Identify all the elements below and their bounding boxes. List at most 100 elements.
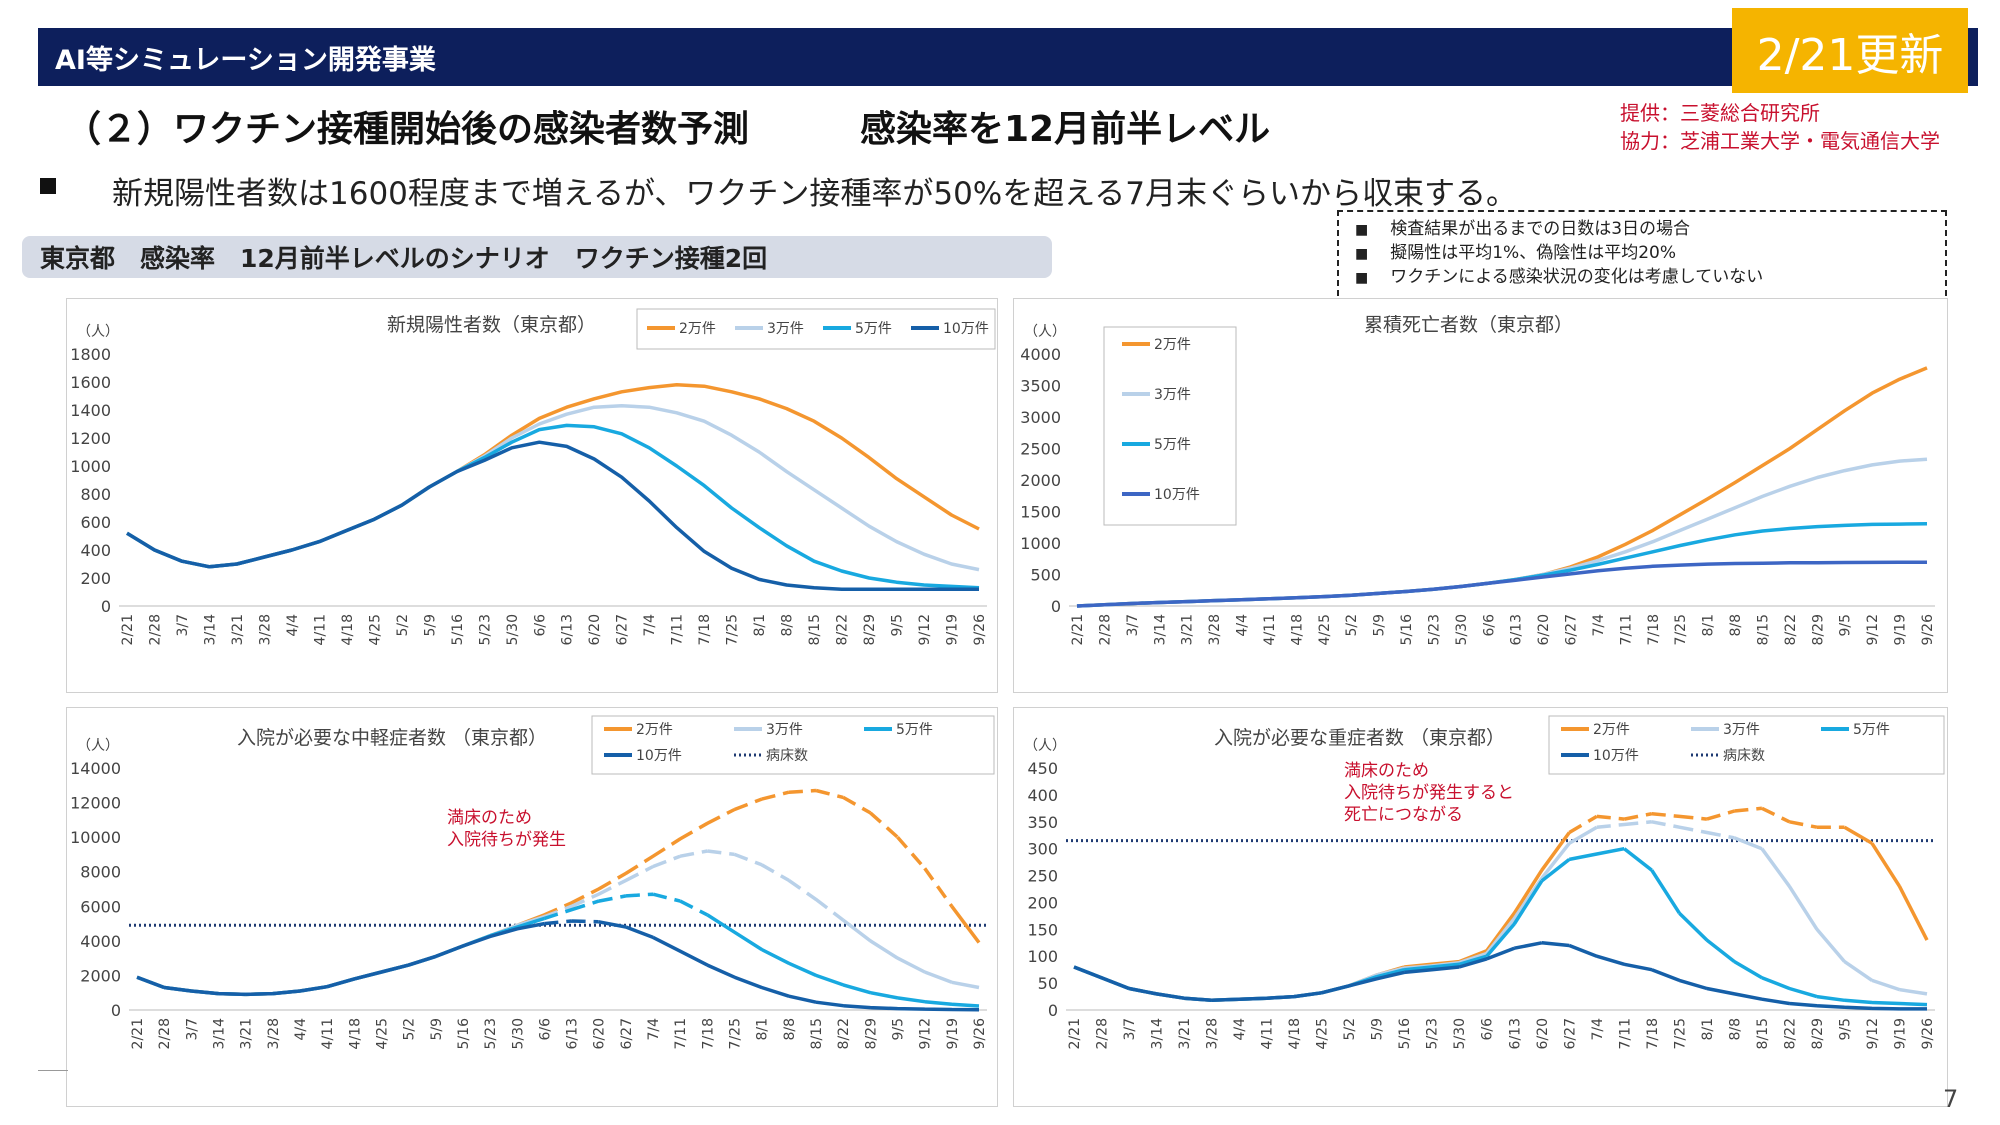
- x-tick-label: 4/18: [340, 614, 356, 645]
- y-tick-label: 1500: [1020, 503, 1061, 522]
- legend-box: [1548, 715, 1945, 775]
- series-line-1: [136, 905, 981, 997]
- x-tick-label: 9/19: [945, 614, 961, 645]
- x-tick-label: 4/18: [1289, 614, 1305, 645]
- x-tick-label: 5/16: [450, 614, 466, 646]
- y-axis-label: （人）: [1024, 324, 1066, 340]
- x-tick-label: 3/14: [1150, 1018, 1166, 1050]
- y-tick-label: 4000: [1020, 345, 1061, 364]
- x-tick-label: 4/11: [1262, 614, 1278, 645]
- chart-moderate-hospitalized: 入院が必要な中軽症者数 （東京都） （人） 0 2000 4000 6000 8000 100…: [66, 707, 998, 1107]
- x-tick-label: 9/26: [1920, 614, 1936, 646]
- severe_hospitalized-svg: 入院が必要な重症者数 （東京都） （人） 0 50 100 150 200 250 300 350…: [1024, 715, 1945, 1050]
- x-tick-label: 7/18: [697, 614, 713, 645]
- x-tick-label: 2/28: [147, 614, 163, 645]
- x-tick-label: 6/20: [592, 1018, 608, 1049]
- x-tick-label: 2/28: [157, 1018, 173, 1049]
- x-tick-label: 9/19: [945, 1018, 961, 1049]
- x-tick-label: 8/1: [755, 1018, 771, 1041]
- chart-cumulative-deaths: 累積死亡者数（東京都） （人） 0 500 1000 1500 2000 2500 3000 35…: [1013, 298, 1948, 693]
- y-tick-label: 0: [111, 1001, 121, 1020]
- x-tick-label: 6/27: [615, 614, 631, 645]
- x-tick-label: 3/7: [184, 1018, 200, 1041]
- x-tick-label: 6/6: [537, 1018, 553, 1041]
- y-tick-label: 50: [1038, 974, 1058, 993]
- series-line-1: [126, 383, 980, 569]
- x-tick-label: 5/30: [1454, 614, 1470, 645]
- legend-box: [591, 715, 995, 775]
- x-tick-label: 3/21: [230, 614, 246, 645]
- x-tick-label: 3/14: [1152, 614, 1168, 646]
- y-tick-label: 2000: [80, 966, 121, 985]
- x-tick-label: 3/7: [1125, 614, 1141, 637]
- x-tick-label: 7/4: [642, 614, 658, 637]
- x-tick-label: 6/27: [1564, 614, 1580, 645]
- x-tick-label: 9/5: [891, 1018, 907, 1041]
- x-tick-label: 4/25: [1317, 614, 1333, 645]
- series-line-2: [136, 915, 980, 997]
- x-tick-label: 8/29: [862, 614, 878, 645]
- x-tick-label: 4/25: [1315, 1018, 1331, 1049]
- x-tick-label: 5/9: [429, 1018, 445, 1041]
- x-tick-label: 4/11: [312, 614, 328, 645]
- y-axis-label: （人）: [77, 324, 119, 340]
- x-tick-label: 8/8: [782, 1018, 798, 1041]
- x-tick-label: 4/25: [374, 1018, 390, 1049]
- x-tick-label: 3/28: [1205, 1018, 1221, 1049]
- x-tick-label: 4/18: [347, 1018, 363, 1049]
- x-tick-label: 5/30: [505, 614, 521, 645]
- legend-label: 3万件: [1154, 387, 1191, 403]
- x-tick-label: 7/25: [1672, 1018, 1688, 1049]
- y-tick-label: 250: [1027, 867, 1058, 886]
- x-tick-label: 3/21: [1177, 1018, 1193, 1049]
- y-tick-label: 150: [1027, 920, 1058, 939]
- x-tick-label: 6/6: [1480, 1018, 1496, 1041]
- x-tick-label: 2/28: [1097, 614, 1113, 645]
- series-line-3: [1073, 846, 1928, 1007]
- y-tick-label: 350: [1027, 813, 1058, 832]
- x-tick-label: 6/13: [1509, 614, 1525, 645]
- scenario-label: 東京都 感染率 12月前半レベルのシナリオ ワクチン接種2回: [22, 236, 1052, 278]
- x-tick-label: 9/19: [1892, 1018, 1908, 1049]
- divider: [38, 1070, 68, 1071]
- x-tick-label: 8/15: [807, 614, 823, 645]
- x-tick-label: 6/27: [619, 1018, 635, 1049]
- annotation-text: 満床のため入院待ちが発生すると死亡につながる: [1344, 761, 1514, 825]
- x-tick-label: 8/15: [1755, 1018, 1771, 1049]
- note-item: 検査結果が出るまでの日数は3日の場合: [1355, 218, 1929, 242]
- x-tick-label: 6/6: [1481, 614, 1497, 637]
- chart-title: 入院が必要な重症者数 （東京都）: [1214, 727, 1505, 749]
- x-tick-label: 3/14: [202, 614, 218, 646]
- x-tick-label: 8/22: [1782, 1018, 1798, 1049]
- x-tick-label: 5/2: [395, 614, 411, 637]
- note-item: ワクチンによる感染状況の変化は考慮していない: [1355, 266, 1929, 290]
- x-tick-label: 9/12: [1865, 1018, 1881, 1049]
- x-tick-label: 8/1: [1700, 1018, 1716, 1041]
- chart-title: 入院が必要な中軽症者数 （東京都）: [237, 727, 547, 749]
- y-tick-label: 3500: [1020, 377, 1061, 396]
- x-tick-label: 9/26: [972, 614, 988, 646]
- x-tick-label: 6/13: [565, 1018, 581, 1049]
- x-tick-label: 4/11: [320, 1018, 336, 1049]
- legend-label: 3万件: [766, 722, 803, 738]
- x-tick-label: 3/28: [1207, 614, 1223, 645]
- legend-label: 5万件: [855, 321, 892, 337]
- x-tick-label: 7/4: [1591, 614, 1607, 637]
- x-tick-label: 7/11: [1618, 614, 1634, 645]
- y-tick-label: 0: [101, 597, 111, 616]
- x-tick-label: 7/18: [700, 1018, 716, 1049]
- x-tick-label: 5/16: [1397, 1018, 1413, 1050]
- legend-label: 5万件: [1154, 437, 1191, 453]
- x-tick-label: 9/5: [890, 614, 906, 637]
- x-tick-label: 7/25: [1673, 614, 1689, 645]
- x-tick-label: 9/19: [1893, 614, 1909, 645]
- page-title: （２）ワクチン接種開始後の感染者数予測: [65, 109, 750, 150]
- x-tick-label: 6/13: [560, 614, 576, 645]
- y-tick-label: 800: [80, 485, 111, 504]
- x-tick-label: 2/21: [130, 1018, 146, 1049]
- x-tick-label: 9/5: [1838, 614, 1854, 637]
- legend-label: 2万件: [636, 722, 673, 738]
- series-line-2: [1073, 825, 1928, 1003]
- x-tick-label: 6/20: [1535, 1018, 1551, 1049]
- y-tick-label: 4000: [80, 932, 121, 951]
